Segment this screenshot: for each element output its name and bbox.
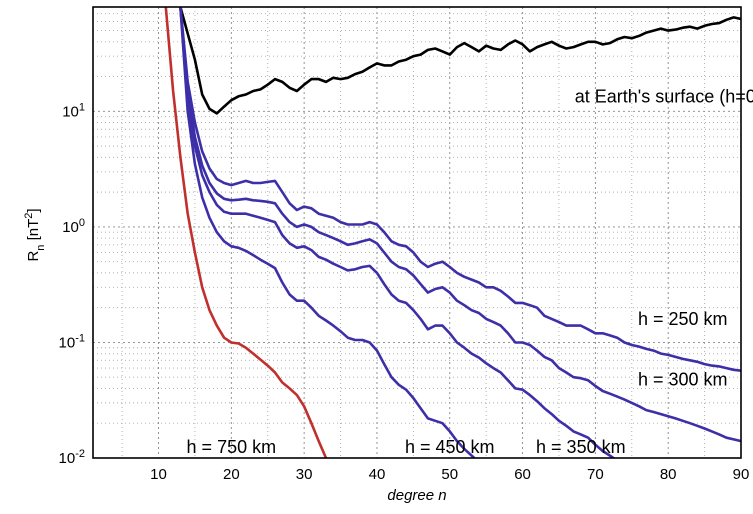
series-label: at Earth's surface (h=0 km) [575, 86, 753, 106]
y-axis-label: Rn [nT2] [23, 208, 47, 261]
series-layer [164, 7, 741, 458]
x-tick-label: 90 [733, 466, 750, 483]
x-tick-labels: 10 20 30 40 50 60 70 80 90 [150, 466, 749, 483]
y-tick-label: 10-1 [59, 332, 85, 351]
x-tick-label: 10 [150, 466, 167, 483]
series-label: h = 250 km [638, 309, 728, 329]
x-tick-label: 20 [223, 466, 240, 483]
series-label: h = 350 km [536, 437, 626, 457]
series-line-1 [179, 7, 741, 372]
x-tick-label: 70 [587, 466, 604, 483]
series-line-2 [179, 7, 741, 443]
x-tick-label: 80 [660, 466, 677, 483]
x-tick-label: 30 [296, 466, 313, 483]
y-tick-label: 100 [62, 217, 85, 236]
x-tick-label: 50 [441, 466, 458, 483]
series-label: h = 450 km [405, 437, 495, 457]
series-label: h = 300 km [638, 369, 728, 389]
series-label: h = 750 km [187, 437, 277, 457]
x-axis-label: degree n [387, 487, 446, 504]
series-line-0 [179, 7, 741, 115]
series-labels: at Earth's surface (h=0 km) h = 250 km h =… [187, 86, 753, 457]
y-tick-label: 10-2 [59, 448, 85, 467]
x-tick-label: 60 [514, 466, 531, 483]
x-tick-label: 40 [369, 466, 386, 483]
svg-text:Rn [nT2]: Rn [nT2] [23, 208, 47, 261]
y-tick-labels: 10-2 10-1 100 101 [59, 101, 85, 467]
series-line-4 [179, 7, 477, 458]
series-line-5 [164, 7, 328, 458]
y-tick-label: 101 [62, 101, 85, 120]
series-line-3 [179, 7, 616, 458]
plot-frame [92, 6, 742, 459]
